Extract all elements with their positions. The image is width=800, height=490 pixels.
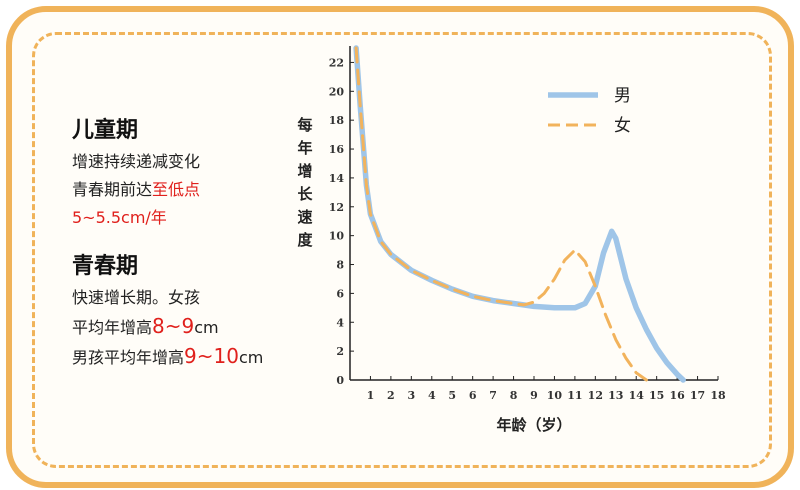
puberty-line-3: 男孩平均年增高9~10cm xyxy=(72,342,322,372)
puberty-line-3-highlight: 9~10 xyxy=(184,344,239,368)
puberty-line-2-highlight: 8~9 xyxy=(152,314,195,338)
y-tick-label: 0 xyxy=(336,374,344,387)
puberty-title: 青春期 xyxy=(72,254,139,279)
series-line-male xyxy=(353,45,686,383)
x-tick-label: 18 xyxy=(710,389,726,402)
x-tick-label: 4 xyxy=(428,389,436,402)
series-line-female xyxy=(354,46,648,382)
y-tick-label: 10 xyxy=(329,230,345,243)
x-tick-label: 11 xyxy=(567,389,582,402)
puberty-line-2: 平均年增高8~9cm xyxy=(72,312,322,342)
y-tick-label: 16 xyxy=(329,143,345,156)
y-axis-label-char: 年 xyxy=(297,139,312,157)
childhood-line-2-text: 青春期前达 xyxy=(72,180,153,199)
x-tick-label: 10 xyxy=(547,389,563,402)
childhood-line-3-highlight: 5~5.5cm/年 xyxy=(72,208,167,227)
y-axis-label-char: 度 xyxy=(297,231,313,249)
y-tick-label: 6 xyxy=(336,287,344,300)
y-tick-label: 20 xyxy=(329,85,345,98)
childhood-line-1: 增速持续递减变化 xyxy=(72,152,201,171)
y-axis-label-char: 每 xyxy=(297,116,312,134)
x-tick-label: 14 xyxy=(629,389,645,402)
card-frame xyxy=(6,6,794,488)
legend-label-male: 男 xyxy=(614,86,631,106)
x-tick-label: 7 xyxy=(489,389,497,402)
legend-label-female: 女 xyxy=(614,116,631,136)
childhood-title: 儿童期 xyxy=(72,118,139,143)
childhood-line-2: 青春期前达至低点 xyxy=(72,176,322,204)
y-tick-label: 2 xyxy=(336,345,344,358)
x-tick-label: 6 xyxy=(469,389,477,402)
x-tick-label: 16 xyxy=(669,389,685,402)
x-tick-label: 12 xyxy=(588,389,603,402)
x-tick-label: 15 xyxy=(649,389,664,402)
childhood-line-2-highlight: 至低点 xyxy=(152,180,201,199)
puberty-line-3-unit: cm xyxy=(238,348,264,367)
x-axis-label: 年龄（岁） xyxy=(496,416,571,434)
text-panel: 儿童期 增速持续递减变化 青春期前达至低点 5~5.5cm/年 青春期 快速增长… xyxy=(72,112,322,372)
y-tick-label: 4 xyxy=(336,316,344,329)
x-tick-label: 13 xyxy=(608,389,623,402)
x-tick-label: 8 xyxy=(510,389,518,402)
x-tick-label: 1 xyxy=(367,389,375,402)
y-tick-label: 18 xyxy=(329,114,345,127)
y-tick-label: 8 xyxy=(336,259,344,272)
puberty-line-2-text: 平均年增高 xyxy=(72,318,153,337)
puberty-line-3-text: 男孩平均年增高 xyxy=(72,348,185,367)
x-tick-label: 2 xyxy=(387,389,395,402)
y-axis-label-char: 速 xyxy=(297,208,312,226)
puberty-line-1: 快速增长期。女孩 xyxy=(72,288,201,307)
card-dashed-border xyxy=(32,32,772,468)
y-axis-label-char: 增 xyxy=(297,162,312,180)
puberty-line-2-unit: cm xyxy=(194,318,219,337)
y-axis-label-char: 长 xyxy=(297,185,313,203)
x-tick-label: 3 xyxy=(408,389,416,402)
y-tick-label: 14 xyxy=(329,172,345,185)
x-tick-label: 17 xyxy=(690,389,705,402)
y-tick-label: 12 xyxy=(329,201,344,214)
x-tick-label: 9 xyxy=(530,389,538,402)
y-tick-label: 22 xyxy=(329,56,344,69)
x-tick-label: 5 xyxy=(448,389,456,402)
